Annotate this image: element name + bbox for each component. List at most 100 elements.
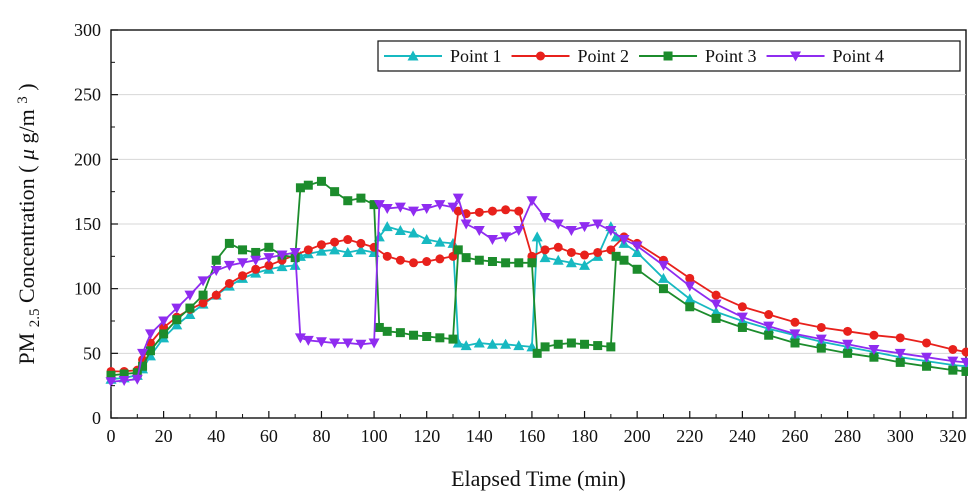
data-point (513, 340, 525, 351)
data-point (382, 326, 392, 336)
series-line (110, 197, 967, 383)
data-point (137, 348, 149, 359)
x-tick-label: 20 (155, 426, 173, 446)
data-point (434, 236, 446, 247)
data-point (514, 206, 524, 216)
data-point (869, 330, 879, 340)
data-point (579, 222, 591, 233)
data-point (184, 309, 196, 320)
data-point (894, 348, 906, 359)
data-point (224, 278, 234, 288)
data-point (948, 365, 958, 375)
data-point (198, 290, 208, 300)
data-point (250, 255, 262, 266)
data-point (961, 366, 968, 376)
data-point (513, 225, 525, 236)
series-2 (106, 205, 968, 376)
x-tick-label: 280 (834, 426, 861, 446)
data-point (486, 235, 498, 246)
x-tick-label: 40 (207, 426, 225, 446)
y-axis-title-prefix: PM (14, 333, 39, 365)
data-point (316, 176, 326, 186)
legend-swatch-marker (790, 51, 802, 62)
data-point (611, 251, 621, 261)
data-point (435, 254, 445, 264)
data-point (394, 224, 406, 235)
y-axis-title-unit: g/m (14, 109, 39, 143)
data-point (452, 193, 464, 204)
data-point (593, 341, 603, 351)
data-point (960, 357, 968, 368)
data-point (790, 338, 800, 348)
series-4 (105, 193, 968, 388)
data-point (684, 293, 696, 304)
data-point (610, 231, 622, 242)
data-point (421, 203, 433, 214)
data-point (816, 322, 826, 332)
x-tick-label: 220 (676, 426, 703, 446)
data-point (460, 340, 472, 351)
data-point (211, 290, 221, 300)
y-tick-label: 100 (74, 279, 101, 299)
data-point (453, 245, 463, 255)
data-point (303, 180, 313, 190)
data-point (843, 326, 853, 336)
data-point (448, 334, 458, 344)
data-point (144, 329, 156, 340)
y-axis-title-superscript: 3 (15, 96, 31, 104)
data-point (435, 333, 445, 343)
data-point (408, 227, 420, 238)
x-tick-label: 0 (107, 426, 116, 446)
legend-label: Point 3 (705, 46, 757, 66)
data-point (421, 234, 433, 245)
data-point (566, 247, 576, 257)
data-point (294, 333, 306, 344)
legend: Point 1 Point 2 Point 3 Point 4 (377, 40, 961, 72)
data-point (605, 225, 617, 236)
data-point (684, 281, 696, 292)
data-point (618, 235, 630, 246)
legend-entry-4: Point 4 (766, 46, 884, 66)
data-point (132, 368, 142, 378)
data-point (553, 339, 563, 349)
data-point (631, 246, 643, 257)
data-point (342, 246, 354, 257)
data-point (565, 225, 577, 236)
y-tick-label: 200 (74, 149, 101, 169)
data-point (579, 259, 591, 270)
data-point (198, 298, 208, 308)
data-point (264, 242, 274, 252)
grid-layer (111, 94, 966, 354)
y-axis-title-suffix: ) (14, 83, 39, 90)
x-tick-label: 80 (312, 426, 330, 446)
data-point (289, 247, 301, 258)
legend-label: Point 1 (450, 46, 502, 66)
x-tick-label: 260 (782, 426, 809, 446)
axis-layer: 0 20 40 60 80 100 120 140 160 180 200 220 240 260 280 3… (74, 20, 966, 446)
data-point (172, 315, 182, 325)
x-tick-label: 320 (939, 426, 966, 446)
data-point (329, 338, 341, 349)
y-tick-label: 150 (74, 214, 101, 234)
data-point (158, 316, 170, 327)
data-point (368, 338, 380, 349)
data-point (224, 238, 234, 248)
data-point (329, 244, 341, 255)
data-point (657, 260, 669, 271)
data-point (330, 237, 340, 247)
data-point (764, 310, 774, 320)
data-point (580, 250, 590, 260)
data-point (131, 374, 143, 385)
data-point (303, 245, 313, 255)
y-axis-title: PM 2.5 Concentration ( μ g/m 3 ) (7, 83, 44, 364)
x-tick-label: 240 (729, 426, 756, 446)
data-point (473, 225, 485, 236)
data-point (580, 339, 590, 349)
data-point (737, 322, 747, 332)
data-point (658, 284, 668, 294)
y-axis-title-mu: μ (14, 149, 39, 161)
data-point (171, 303, 183, 314)
data-point (566, 338, 576, 348)
data-point (408, 206, 420, 217)
data-point (540, 342, 550, 352)
